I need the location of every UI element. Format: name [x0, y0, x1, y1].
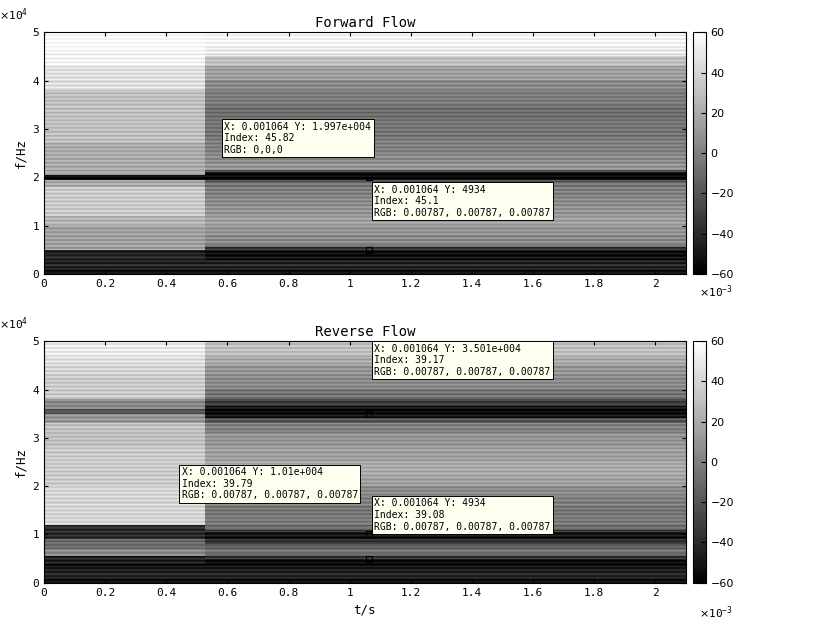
Text: $\times\mathregular{10^{4}}$: $\times\mathregular{10^{4}}$: [0, 6, 29, 23]
Title: Reverse Flow: Reverse Flow: [315, 325, 415, 339]
Text: X: 0.001064 Y: 4934
Index: 39.08
RGB: 0.00787, 0.00787, 0.00787: X: 0.001064 Y: 4934 Index: 39.08 RGB: 0.…: [374, 498, 550, 531]
Text: X: 0.001064 Y: 1.997e+004
Index: 45.82
RGB: 0,0,0: X: 0.001064 Y: 1.997e+004 Index: 45.82 R…: [224, 122, 372, 155]
Text: X: 0.001064 Y: 1.01e+004
Index: 39.79
RGB: 0.00787, 0.00787, 0.00787: X: 0.001064 Y: 1.01e+004 Index: 39.79 RG…: [182, 467, 358, 500]
Y-axis label: f/Hz: f/Hz: [14, 138, 27, 168]
Y-axis label: f/Hz: f/Hz: [14, 447, 27, 477]
X-axis label: t/s: t/s: [354, 603, 377, 616]
Text: $\times\mathregular{10^{4}}$: $\times\mathregular{10^{4}}$: [0, 315, 29, 332]
Text: X: 0.001064 Y: 3.501e+004
Index: 39.17
RGB: 0.00787, 0.00787, 0.00787: X: 0.001064 Y: 3.501e+004 Index: 39.17 R…: [374, 344, 550, 377]
Text: $\times\mathregular{10^{-3}}$: $\times\mathregular{10^{-3}}$: [698, 605, 733, 621]
Text: $\times\mathregular{10^{-3}}$: $\times\mathregular{10^{-3}}$: [698, 284, 733, 300]
Title: Forward Flow: Forward Flow: [315, 16, 415, 30]
Text: X: 0.001064 Y: 4934
Index: 45.1
RGB: 0.00787, 0.00787, 0.00787: X: 0.001064 Y: 4934 Index: 45.1 RGB: 0.0…: [374, 185, 550, 218]
